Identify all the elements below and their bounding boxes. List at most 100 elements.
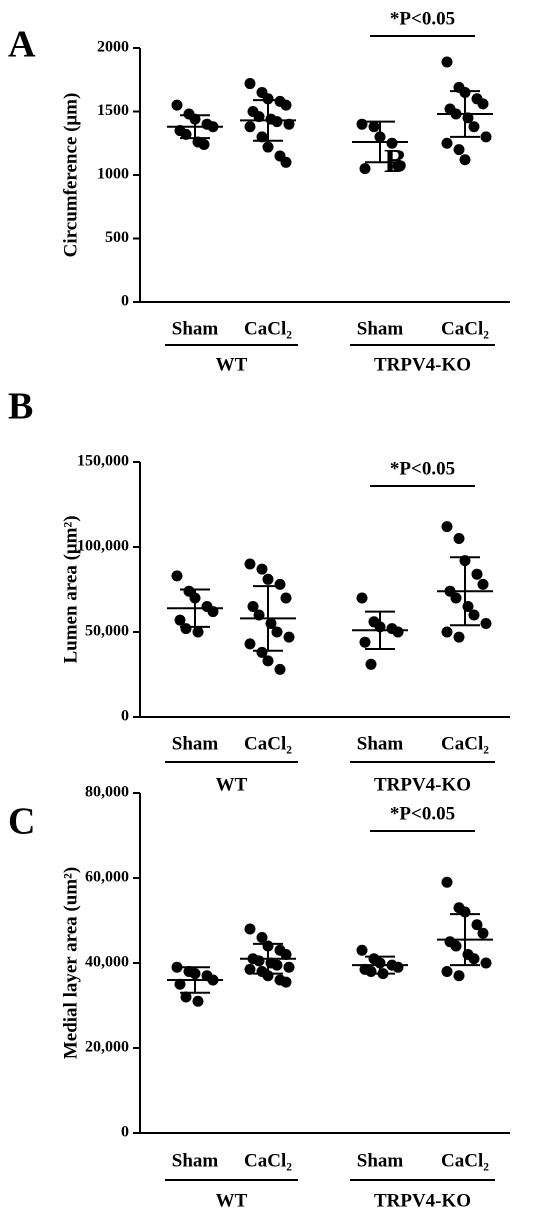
data-dot: [271, 959, 283, 971]
x-tick-label: Sham: [357, 733, 404, 754]
data-dot: [450, 940, 462, 952]
y-tick-label: 0: [121, 708, 129, 725]
data-dot: [477, 927, 489, 939]
data-dot: [280, 976, 292, 988]
data-dot: [453, 533, 465, 544]
data-dot: [280, 156, 292, 168]
y-tick-label: 20,000: [85, 1039, 129, 1056]
data-dot: [356, 592, 368, 604]
significance-label: *P<0.05: [390, 458, 455, 479]
group-label: WT: [216, 354, 248, 375]
y-axis-label: Circumference (μm): [60, 93, 81, 258]
data-dot: [244, 638, 256, 650]
data-dot: [356, 118, 368, 130]
y-tick-label: 100,000: [77, 538, 129, 555]
data-dot: [244, 121, 256, 133]
data-dot: [271, 626, 283, 638]
significance-label: *P<0.05: [390, 803, 455, 824]
data-dot: [453, 631, 465, 643]
data-dot: [244, 78, 256, 90]
data-dot: [392, 160, 404, 172]
y-tick-label: 1500: [97, 102, 129, 119]
data-dot: [244, 963, 256, 975]
data-dot: [253, 111, 265, 123]
data-dot: [256, 131, 268, 143]
data-dot: [262, 655, 274, 667]
data-dot: [386, 137, 398, 149]
data-dot: [450, 592, 462, 604]
data-dot: [441, 626, 453, 638]
x-tick-label: CaCl₂: [244, 318, 292, 339]
data-dot: [441, 876, 453, 888]
data-dot: [262, 93, 274, 105]
data-dot: [283, 118, 295, 130]
data-dot: [192, 626, 204, 638]
data-dot: [244, 923, 256, 935]
data-dot: [359, 636, 371, 648]
x-tick-label: Sham: [172, 1150, 219, 1171]
y-axis-label: Medial layer area (um²): [60, 867, 81, 1059]
panel-letter: C: [8, 801, 35, 843]
data-dot: [459, 154, 471, 166]
data-dot: [283, 961, 295, 973]
x-tick-label: CaCl₂: [244, 1150, 292, 1171]
data-dot: [180, 991, 192, 1003]
data-dot: [392, 961, 404, 973]
y-axis-label: Lumen area (μm²): [60, 515, 81, 663]
y-tick-label: 40,000: [85, 954, 129, 971]
data-dot: [192, 995, 204, 1007]
x-tick-label: Sham: [357, 1150, 404, 1171]
significance-label: *P<0.05: [390, 8, 455, 29]
y-tick-label: 2000: [97, 39, 129, 56]
group-label: TRPV4-KO: [374, 354, 471, 375]
data-dot: [171, 99, 183, 111]
data-dot: [477, 98, 489, 110]
data-dot: [368, 121, 380, 133]
data-dot: [441, 137, 453, 149]
data-dot: [174, 978, 186, 990]
y-tick-label: 60,000: [85, 869, 129, 886]
data-dot: [180, 128, 192, 140]
y-tick-label: 0: [121, 1124, 129, 1141]
y-tick-label: 1000: [97, 166, 129, 183]
x-tick-label: CaCl₂: [441, 733, 489, 754]
data-dot: [262, 141, 274, 153]
group-label: TRPV4-KO: [374, 1190, 471, 1211]
data-dot: [480, 957, 492, 969]
data-dot: [247, 601, 259, 612]
data-dot: [171, 961, 183, 973]
data-dot: [256, 646, 268, 658]
data-dot: [468, 121, 480, 133]
x-tick-label: Sham: [172, 318, 219, 339]
x-tick-label: CaCl₂: [244, 733, 292, 754]
data-dot: [244, 558, 256, 570]
data-dot: [274, 663, 286, 675]
data-dot: [359, 163, 371, 175]
x-tick-label: Sham: [172, 733, 219, 754]
data-dot: [441, 521, 453, 533]
x-tick-label: CaCl₂: [441, 1150, 489, 1171]
panel-letter: A: [8, 24, 36, 66]
data-dot: [171, 570, 183, 582]
data-dot: [256, 932, 268, 943]
data-dot: [453, 970, 465, 982]
data-dot: [471, 919, 483, 931]
data-dot: [480, 618, 492, 629]
data-dot: [480, 131, 492, 143]
data-dot: [274, 578, 286, 590]
y-tick-label: 150,000: [77, 453, 129, 470]
data-dot: [356, 944, 368, 956]
y-tick-label: 80,000: [85, 784, 129, 801]
data-dot: [392, 626, 404, 638]
x-tick-label: Sham: [357, 318, 404, 339]
y-tick-label: 500: [105, 229, 129, 246]
data-dot: [453, 144, 465, 156]
data-dot: [180, 623, 192, 635]
data-dot: [477, 578, 489, 590]
group-label: WT: [216, 774, 248, 795]
group-label: TRPV4-KO: [374, 774, 471, 795]
data-dot: [365, 658, 377, 670]
data-dot: [280, 99, 292, 111]
data-dot: [283, 631, 295, 643]
data-dot: [441, 966, 453, 977]
